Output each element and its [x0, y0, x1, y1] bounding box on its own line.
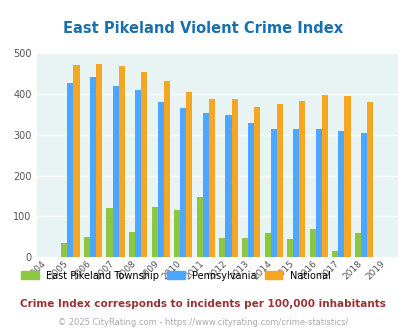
Bar	[276, 104, 282, 257]
Bar	[174, 210, 180, 257]
Bar	[337, 131, 343, 257]
Bar	[84, 237, 90, 257]
Bar	[96, 64, 102, 257]
Bar	[180, 108, 186, 257]
Bar	[141, 72, 147, 257]
Bar	[270, 128, 276, 257]
Bar	[118, 66, 124, 257]
Bar	[106, 208, 112, 257]
Bar	[135, 90, 141, 257]
Bar	[163, 81, 169, 257]
Bar	[366, 102, 372, 257]
Bar	[186, 92, 192, 257]
Text: Crime Index corresponds to incidents per 100,000 inhabitants: Crime Index corresponds to incidents per…	[20, 299, 385, 309]
Bar	[225, 115, 231, 257]
Bar	[360, 133, 366, 257]
Bar	[315, 128, 321, 257]
Bar	[231, 99, 237, 257]
Bar	[264, 233, 270, 257]
Bar	[298, 101, 305, 257]
Bar	[219, 238, 225, 257]
Bar	[321, 95, 327, 257]
Text: © 2025 CityRating.com - https://www.cityrating.com/crime-statistics/: © 2025 CityRating.com - https://www.city…	[58, 318, 347, 327]
Bar	[151, 208, 157, 257]
Bar	[254, 107, 260, 257]
Bar	[247, 123, 254, 257]
Bar	[67, 83, 73, 257]
Bar	[331, 251, 337, 257]
Bar	[202, 113, 209, 257]
Bar	[309, 229, 315, 257]
Bar	[286, 239, 292, 257]
Bar	[157, 102, 163, 257]
Bar	[129, 232, 135, 257]
Bar	[241, 238, 247, 257]
Bar	[73, 65, 79, 257]
Bar	[90, 77, 96, 257]
Bar	[292, 129, 298, 257]
Bar	[209, 99, 215, 257]
Bar	[354, 233, 360, 257]
Bar	[61, 243, 67, 257]
Legend: East Pikeland Township, Pennsylvania, National: East Pikeland Township, Pennsylvania, Na…	[21, 271, 330, 280]
Bar	[112, 86, 118, 257]
Bar	[196, 197, 202, 257]
Bar	[343, 96, 350, 257]
Text: East Pikeland Violent Crime Index: East Pikeland Violent Crime Index	[63, 21, 342, 36]
